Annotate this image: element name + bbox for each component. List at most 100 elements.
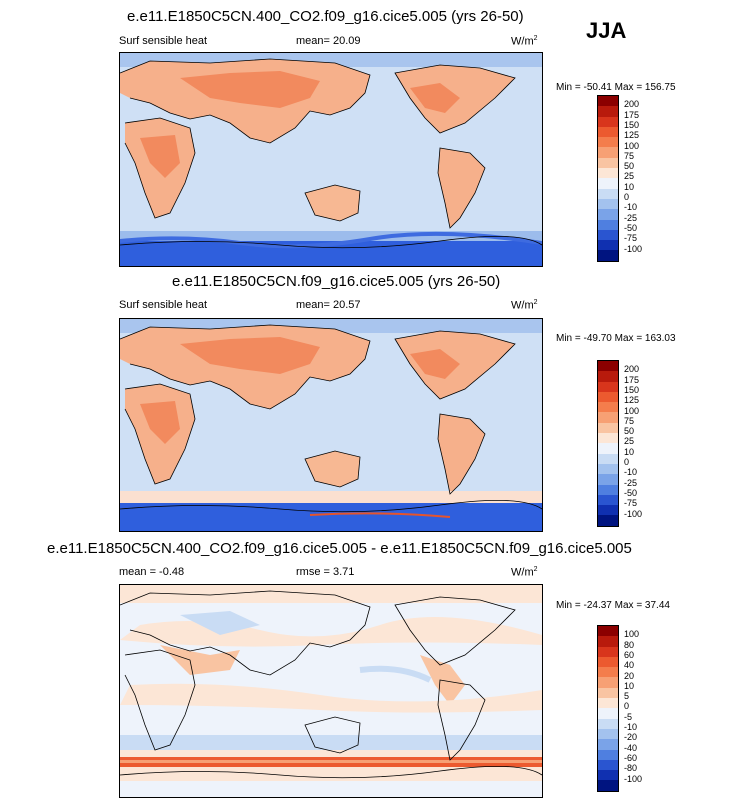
colorbar-level-label: -75 (624, 233, 638, 244)
colorbar-swatch (598, 515, 618, 526)
colorbar-swatch (598, 770, 618, 781)
colorbar-level-label: -60 (624, 752, 638, 763)
panel-3-units: W/m2 (511, 566, 538, 579)
panel-2-map (119, 318, 543, 532)
panel-2-units: W/m2 (511, 299, 538, 312)
colorbar-swatch (598, 698, 618, 709)
colorbar-swatch (598, 656, 618, 668)
colorbar-swatch (598, 494, 618, 506)
panel-2-title: e.e11.E1850C5CN.f09_g16.cice5.005 (yrs 2… (172, 273, 501, 290)
panel-3-title: e.e11.E1850C5CN.400_CO2.f09_g16.cice5.00… (47, 540, 632, 557)
colorbar-swatch (598, 474, 618, 485)
colorbar-level-label: 60 (624, 649, 635, 660)
panel-3-map (119, 584, 543, 798)
colorbar-level-label: -10 (624, 202, 638, 213)
colorbar-swatch (598, 759, 618, 771)
panel-3-rmse: rmse = 3.71 (296, 566, 355, 578)
colorbar-level-label: 25 (624, 171, 635, 182)
panel-1-minmax: Min = -50.41 Max = 156.75 (556, 82, 676, 93)
colorbar-level-label: 125 (624, 395, 640, 406)
colorbar-swatch (598, 443, 618, 454)
colorbar-swatch (598, 667, 618, 678)
colorbar-swatch (598, 677, 618, 688)
colorbar-swatch (598, 116, 618, 127)
colorbar-level-label: 75 (624, 150, 635, 161)
colorbar-level-label: 10 (624, 680, 635, 691)
colorbar-swatch (598, 422, 618, 434)
panel-2-field-label: Surf sensible heat (119, 299, 208, 311)
colorbar-swatch (598, 484, 618, 495)
colorbar-level-label: 5 (624, 691, 630, 702)
colorbar-level-label: 10 (624, 181, 635, 192)
panel-2-minmax: Min = -49.70 Max = 163.03 (556, 333, 676, 344)
colorbar-swatch (598, 749, 618, 760)
season-label: JJA (586, 18, 627, 43)
colorbar-swatch (598, 463, 618, 475)
colorbar-level-label: 175 (624, 109, 640, 120)
colorbar-swatch (598, 381, 618, 392)
colorbar-level-label: -40 (624, 742, 638, 753)
colorbar-swatch (598, 219, 618, 230)
colorbar-swatch (598, 636, 618, 647)
colorbar-level-label: 150 (624, 119, 640, 130)
colorbar-level-label: 125 (624, 130, 640, 141)
colorbar-swatch (598, 371, 618, 382)
colorbar-swatch (598, 168, 618, 179)
colorbar-swatch (598, 361, 618, 372)
colorbar-level-label: 50 (624, 161, 635, 172)
colorbar-swatch (598, 250, 618, 261)
colorbar-swatch (598, 240, 618, 251)
panel-1-field-label: Surf sensible heat (119, 35, 208, 47)
colorbar-level-label: 40 (624, 660, 635, 671)
colorbar-swatch (598, 402, 618, 413)
colorbar-swatch (598, 147, 618, 158)
colorbar-level-label: -100 (624, 773, 643, 784)
colorbar-swatch (598, 626, 618, 637)
colorbar-level-label: 75 (624, 415, 635, 426)
colorbar-level-label: -5 (624, 711, 633, 722)
colorbar-level-label: -25 (624, 477, 638, 488)
panel-2-colorbar (597, 360, 619, 527)
panel-1-units: W/m2 (511, 35, 538, 48)
colorbar-level-label: 100 (624, 140, 640, 151)
colorbar-swatch (598, 188, 618, 199)
panel-1-title: e.e11.E1850C5CN.400_CO2.f09_g16.cice5.00… (127, 8, 524, 25)
colorbar-swatch (598, 209, 618, 220)
colorbar-swatch (598, 718, 618, 729)
colorbar-level-label: -50 (624, 222, 638, 233)
colorbar-swatch (598, 728, 618, 740)
colorbar-level-label: -10 (624, 467, 638, 478)
colorbar-level-label: -75 (624, 498, 638, 509)
colorbar-swatch (598, 126, 618, 138)
colorbar-level-label: 0 (624, 701, 630, 712)
colorbar-swatch (598, 229, 618, 241)
colorbar-swatch (598, 505, 618, 516)
colorbar-swatch (598, 96, 618, 107)
colorbar-level-label: 50 (624, 426, 635, 437)
colorbar-swatch (598, 106, 618, 117)
colorbar-level-label: -100 (624, 243, 643, 254)
panel-1-map (119, 52, 543, 267)
colorbar-swatch (598, 780, 618, 791)
colorbar-level-label: -20 (624, 732, 638, 743)
colorbar-level-label: 200 (624, 99, 640, 110)
colorbar-swatch (598, 137, 618, 148)
colorbar-swatch (598, 708, 618, 719)
panel-3-mean: mean = -0.48 (119, 566, 185, 578)
colorbar-swatch (598, 739, 618, 750)
colorbar-level-label: 0 (624, 192, 630, 202)
panel-2-mean: mean= 20.57 (296, 299, 361, 311)
colorbar-swatch (598, 687, 618, 699)
colorbar-level-label: 25 (624, 436, 635, 447)
panel-1-mean: mean= 20.09 (296, 35, 361, 47)
colorbar-swatch (598, 646, 618, 657)
colorbar-level-label: -50 (624, 487, 638, 498)
colorbar-swatch (598, 433, 618, 444)
colorbar-level-label: -10 (624, 722, 638, 732)
colorbar-swatch (598, 178, 618, 189)
colorbar-level-label: -25 (624, 212, 638, 223)
colorbar-level-label: -80 (624, 763, 638, 774)
panel-3-colorbar (597, 625, 619, 792)
colorbar-level-label: 175 (624, 374, 640, 385)
colorbar-level-label: 150 (624, 384, 640, 395)
